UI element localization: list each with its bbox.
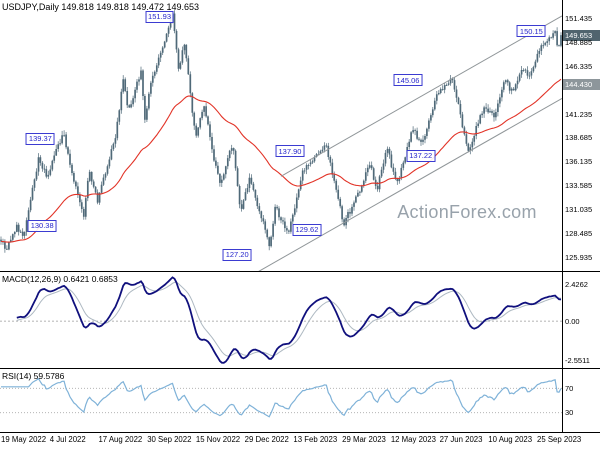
rsi-tick-label: 30 bbox=[565, 408, 574, 418]
date-label: 29 Mar 2023 bbox=[342, 435, 386, 444]
date-label: 27 Jun 2023 bbox=[439, 435, 483, 444]
price-tick-label: 151.435 bbox=[565, 13, 593, 23]
macd-tick-label: 2.4262 bbox=[565, 279, 588, 289]
date-label: 15 Nov 2022 bbox=[195, 435, 241, 444]
rsi-indicator-label: RSI(14) 59.5786 bbox=[2, 371, 65, 381]
date-label: 25 Sep 2023 bbox=[537, 435, 582, 444]
date-label: 19 May 2022 bbox=[1, 435, 47, 444]
swing-price-label: 150.15 bbox=[516, 25, 546, 38]
swing-price-label: 137.90 bbox=[275, 145, 305, 158]
watermark: ActionForex.com bbox=[397, 202, 537, 222]
date-label: 13 Feb 2023 bbox=[293, 435, 338, 444]
price-tick-label: 136.135 bbox=[565, 157, 593, 167]
price-tick-label: 133.585 bbox=[565, 181, 593, 191]
price-tick-label: 125.935 bbox=[565, 252, 593, 262]
price-tick-label: 148.885 bbox=[565, 37, 593, 47]
price-tick-label: 131.035 bbox=[565, 205, 593, 215]
macd-indicator-label: MACD(12,26,9) 0.6421 0.6853 bbox=[2, 274, 118, 284]
swing-price-label: 130.38 bbox=[27, 219, 57, 232]
date-label: 10 Aug 2023 bbox=[488, 435, 533, 444]
last-price-box: 149.653 bbox=[563, 29, 600, 41]
rsi-tick-label: 70 bbox=[565, 383, 574, 393]
price-tick-label: 141.235 bbox=[565, 109, 593, 119]
date-label: 12 May 2023 bbox=[390, 435, 436, 444]
price-tick-label: 138.685 bbox=[565, 133, 593, 143]
price-tick-label: 128.485 bbox=[565, 229, 593, 239]
key-level-box: 144.430 bbox=[563, 78, 600, 90]
date-label: 4 Jul 2022 bbox=[49, 435, 86, 444]
date-label: 29 Dec 2022 bbox=[244, 435, 289, 444]
date-label: 30 Sep 2022 bbox=[147, 435, 192, 444]
swing-price-label: 129.62 bbox=[292, 223, 322, 236]
swing-price-label: 127.20 bbox=[222, 248, 252, 261]
date-label: 17 Aug 2022 bbox=[98, 435, 143, 444]
swing-price-label: 151.93 bbox=[145, 10, 175, 23]
swing-price-label: 139.37 bbox=[25, 132, 55, 145]
swing-price-label: 145.06 bbox=[393, 74, 423, 87]
symbol-ohlc-line: USDJPY,Daily 149.818 149.818 149.472 149… bbox=[2, 2, 199, 12]
macd-tick-label: 0.00 bbox=[565, 316, 580, 326]
price-tick-label: 146.335 bbox=[565, 61, 593, 71]
swing-price-label: 137.22 bbox=[406, 149, 436, 162]
macd-tick-label: -2.5511 bbox=[565, 355, 590, 365]
